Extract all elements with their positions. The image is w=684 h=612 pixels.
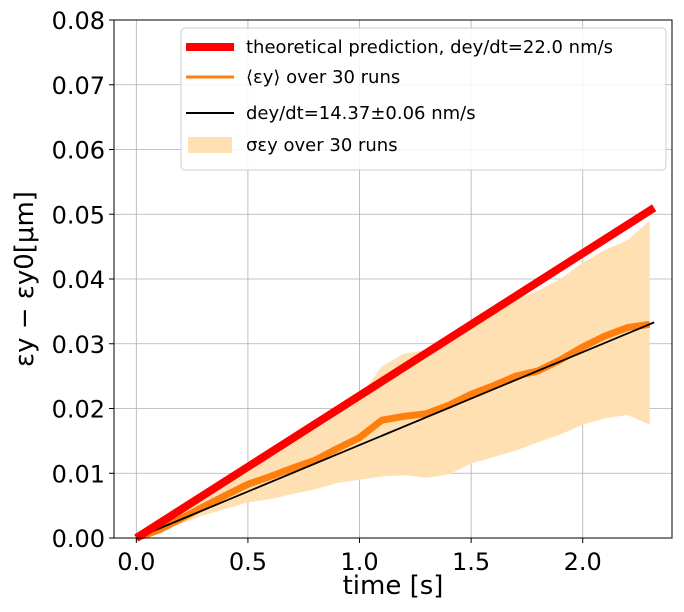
x-tick-label: 1.5 <box>452 548 490 576</box>
x-tick-label: 0.5 <box>229 548 267 576</box>
legend-label: dey/dt=14.37±0.06 nm/s <box>246 103 476 124</box>
y-tick-label: 0.05 <box>52 201 105 229</box>
legend-box <box>180 27 667 171</box>
fit-line <box>135 321 655 539</box>
plot-area <box>134 204 657 542</box>
x-tick-label: 2.0 <box>564 548 602 576</box>
y-tick-label: 0.01 <box>52 460 105 488</box>
x-axis-label: time [s] <box>343 571 444 601</box>
y-tick-label: 0.02 <box>52 396 105 424</box>
x-tick-label: 0.0 <box>117 548 155 576</box>
theoretical-prediction-line <box>134 204 657 542</box>
legend-label: theoretical prediction, dey/dt=22.0 nm/s <box>246 37 613 58</box>
y-tick-label: 0.00 <box>52 525 105 553</box>
y-tick-label: 0.03 <box>52 331 105 359</box>
legend-label: ⟨εy⟩ over 30 runs <box>246 67 400 88</box>
y-axis-label: εy − εy0[μm] <box>10 191 40 367</box>
y-tick-label: 0.07 <box>52 72 105 100</box>
y-tick-label: 0.06 <box>52 137 105 165</box>
x-axis: 0.0 0.5 1.0 1.5 2.0 <box>117 538 602 576</box>
mean-emittance-line <box>135 320 651 542</box>
y-axis: 0.00 0.01 0.02 0.03 0.04 0.05 0.06 0.07 0.08 <box>52 7 114 553</box>
x-tick-label: 1.0 <box>340 548 378 576</box>
legend-label: σεy over 30 runs <box>246 135 398 156</box>
y-tick-label: 0.08 <box>52 7 105 35</box>
y-tick-label: 0.04 <box>52 266 105 294</box>
legend: theoretical prediction, dey/dt=22.0 nm/s… <box>180 27 667 171</box>
legend-swatch-sigma <box>188 137 232 153</box>
